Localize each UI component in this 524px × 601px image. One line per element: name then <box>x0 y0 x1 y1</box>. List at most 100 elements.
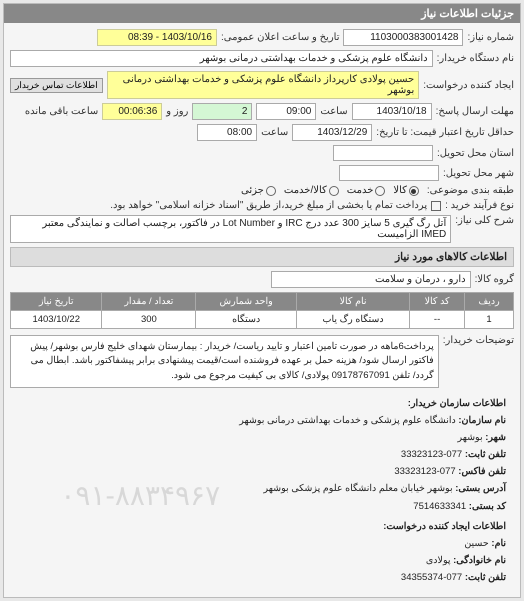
row-need-number: شماره نیاز: 1103000383001428 تاریخ و ساع… <box>10 29 514 46</box>
buyer-contact-button[interactable]: اطلاعات تماس خریدار <box>10 78 103 93</box>
countdown-value: 00:06:36 <box>102 103 162 120</box>
creator-label: ایجاد کننده درخواست: <box>423 80 514 91</box>
radio-dot-icon <box>266 186 276 196</box>
info-org: نام سازمان: دانشگاه علوم پزشکی و خدمات ب… <box>18 413 506 429</box>
need-desc-label: شرح کلی نیاز: <box>455 215 514 226</box>
col-qty: تعداد / مقدار <box>102 293 196 311</box>
panel-title: جزئیات اطلاعات نیاز <box>4 4 520 23</box>
radio-dot-icon <box>375 186 385 196</box>
row-need-desc: شرح کلی نیاز: آتل رگ گیری 5 سایز 300 عدد… <box>10 215 514 243</box>
family-label: نام خانوادگی: <box>453 555 506 566</box>
name-value: حسین <box>464 538 488 549</box>
row-deadline: مهلت ارسال پاسخ: 1403/10/18 ساعت 09:00 2… <box>10 103 514 120</box>
goods-section-title: اطلاعات کالاهای مورد نیاز <box>10 247 514 267</box>
mobile-value: 077-34355374 <box>401 572 462 583</box>
radio-dot-icon <box>409 186 419 196</box>
delivery-state-value <box>333 145 433 161</box>
delivery-state-label: استان محل تحویل: <box>437 148 514 159</box>
notes-label: توضیحات خریدار: <box>443 335 514 346</box>
col-date: تاریخ نیاز <box>11 293 102 311</box>
form-area: شماره نیاز: 1103000383001428 تاریخ و ساع… <box>4 23 520 597</box>
need-number-value: 1103000383001428 <box>343 29 463 46</box>
info-family: نام خانوادگی: پولادی <box>18 553 506 569</box>
col-unit: واحد شمارش <box>196 293 297 311</box>
phone-value: 077-33323123 <box>401 449 462 460</box>
cell-unit: دستگاه <box>196 311 297 329</box>
row-purchase-type: نوع فرآیند خرید : پرداخت تمام یا بخشی از… <box>10 200 514 211</box>
need-desc-value: آتل رگ گیری 5 سایز 300 عدد درج IRC و Lot… <box>10 215 451 243</box>
deadline-date: 1403/10/18 <box>352 103 432 120</box>
col-code: کد کالا <box>410 293 465 311</box>
row-validity: حداقل تاریخ اعتبار قیمت: تا تاریخ: 1403/… <box>10 124 514 141</box>
buyer-org-label: نام دستگاه خریدار: <box>437 53 514 64</box>
radio-other-label: جزئی <box>241 185 264 196</box>
fax-label: تلفن فاکس: <box>458 466 506 477</box>
radio-goods[interactable]: کالا <box>393 185 419 196</box>
radio-dot-icon <box>329 186 339 196</box>
row-buyer-org: نام دستگاه خریدار: دانشگاه علوم پزشکی و … <box>10 50 514 67</box>
info-address: آدرس بستی: بوشهر خیابان معلم دانشگاه علو… <box>18 481 506 497</box>
announce-label: تاریخ و ساعت اعلان عمومی: <box>221 32 340 43</box>
validity-date: 1403/12/29 <box>292 124 372 141</box>
phone-label: تلفن ثابت: <box>465 449 506 460</box>
goods-group-value: دارو ، درمان و سلامت <box>271 271 471 288</box>
province-label: شهر: <box>485 432 506 443</box>
radio-goods-service-label: کالا/خدمت <box>284 185 327 196</box>
days-value: 2 <box>192 103 252 120</box>
row-delivery-state: استان محل تحویل: <box>10 145 514 161</box>
col-index: ردیف <box>465 293 514 311</box>
notes-text: پرداخت6ماهه در صورت تامین اعتبار و تایید… <box>10 335 439 388</box>
purchase-note: پرداخت تمام یا بخشی از مبلغ خرید،از طریق… <box>110 200 427 211</box>
row-delivery-city: شهر محل تحویل: <box>10 165 514 181</box>
radio-other[interactable]: جزئی <box>241 185 276 196</box>
buyer-info-section: اطلاعات سازمان خریدار: نام سازمان: دانشگ… <box>10 392 514 592</box>
delivery-city-label: شهر محل تحویل: <box>443 168 514 179</box>
remaining-label: ساعت باقی مانده <box>25 106 98 117</box>
mobile-label: تلفن ثابت: <box>465 572 506 583</box>
buyer-org-value: دانشگاه علوم پزشکی و خدمات بهداشتی درمان… <box>10 50 433 67</box>
need-number-label: شماره نیاز: <box>467 32 514 43</box>
info-postal: کد بستی: 7514633341 <box>18 499 506 515</box>
subject-label: طبقه بندی موضوعی: <box>427 185 514 196</box>
radio-goods-label: کالا <box>393 185 407 196</box>
cell-date: 1403/10/22 <box>11 311 102 329</box>
radio-service[interactable]: خدمت <box>347 185 386 196</box>
details-panel: جزئیات اطلاعات نیاز شماره نیاز: 11030003… <box>3 3 521 598</box>
buyer-info-title: اطلاعات سازمان خریدار: <box>18 396 506 412</box>
cell-code: -- <box>410 311 465 329</box>
postal-label: کد بستی: <box>469 501 506 512</box>
radio-service-label: خدمت <box>347 185 374 196</box>
info-name: نام: حسین <box>18 536 506 552</box>
goods-table: ردیف کد کالا نام کالا واحد شمارش تعداد /… <box>10 292 514 329</box>
fax-value: 077-33323123 <box>394 466 455 477</box>
purchase-checkbox[interactable] <box>431 201 441 211</box>
announce-value: 1403/10/16 - 08:39 <box>97 29 217 46</box>
validity-label: حداقل تاریخ اعتبار قیمت: تا تاریخ: <box>376 127 514 138</box>
org-value: دانشگاه علوم پزشکی و خدمات بهداشتی درمان… <box>239 415 455 426</box>
delivery-city-value <box>339 165 439 181</box>
row-subject: طبقه بندی موضوعی: کالا خدمت کالا/خدمت جز… <box>10 185 514 196</box>
table-row: 1 -- دستگاه رگ یاب دستگاه 300 1403/10/22 <box>11 311 514 329</box>
creator-value: حسین پولادی کارپرداز دانشگاه علوم پزشکی … <box>107 71 420 99</box>
time-label-1: ساعت <box>320 106 347 117</box>
address-value: بوشهر خیابان معلم دانشگاه علوم پزشکی بوش… <box>263 483 452 494</box>
purchase-type-label: نوع فرآیند خرید : <box>445 200 514 211</box>
address-label: آدرس بستی: <box>455 483 506 494</box>
table-header-row: ردیف کد کالا نام کالا واحد شمارش تعداد /… <box>11 293 514 311</box>
radio-goods-service[interactable]: کالا/خدمت <box>284 185 339 196</box>
row-notes: توضیحات خریدار: پرداخت6ماهه در صورت تامی… <box>10 335 514 388</box>
province-value: بوشهر <box>457 432 482 443</box>
info-province: شهر: بوشهر <box>18 430 506 446</box>
cell-index: 1 <box>465 311 514 329</box>
deadline-time: 09:00 <box>256 103 316 120</box>
goods-group-label: گروه کالا: <box>475 274 514 285</box>
time-label-2: ساعت <box>261 127 288 138</box>
col-name: نام کالا <box>296 293 409 311</box>
row-goods-group: گروه کالا: دارو ، درمان و سلامت <box>10 271 514 288</box>
cell-qty: 300 <box>102 311 196 329</box>
org-label: نام سازمان: <box>458 415 506 426</box>
row-creator: ایجاد کننده درخواست: حسین پولادی کارپردا… <box>10 71 514 99</box>
info-fax: تلفن فاکس: 077-33323123 <box>18 464 506 480</box>
family-value: پولادی <box>426 555 451 566</box>
validity-time: 08:00 <box>197 124 257 141</box>
